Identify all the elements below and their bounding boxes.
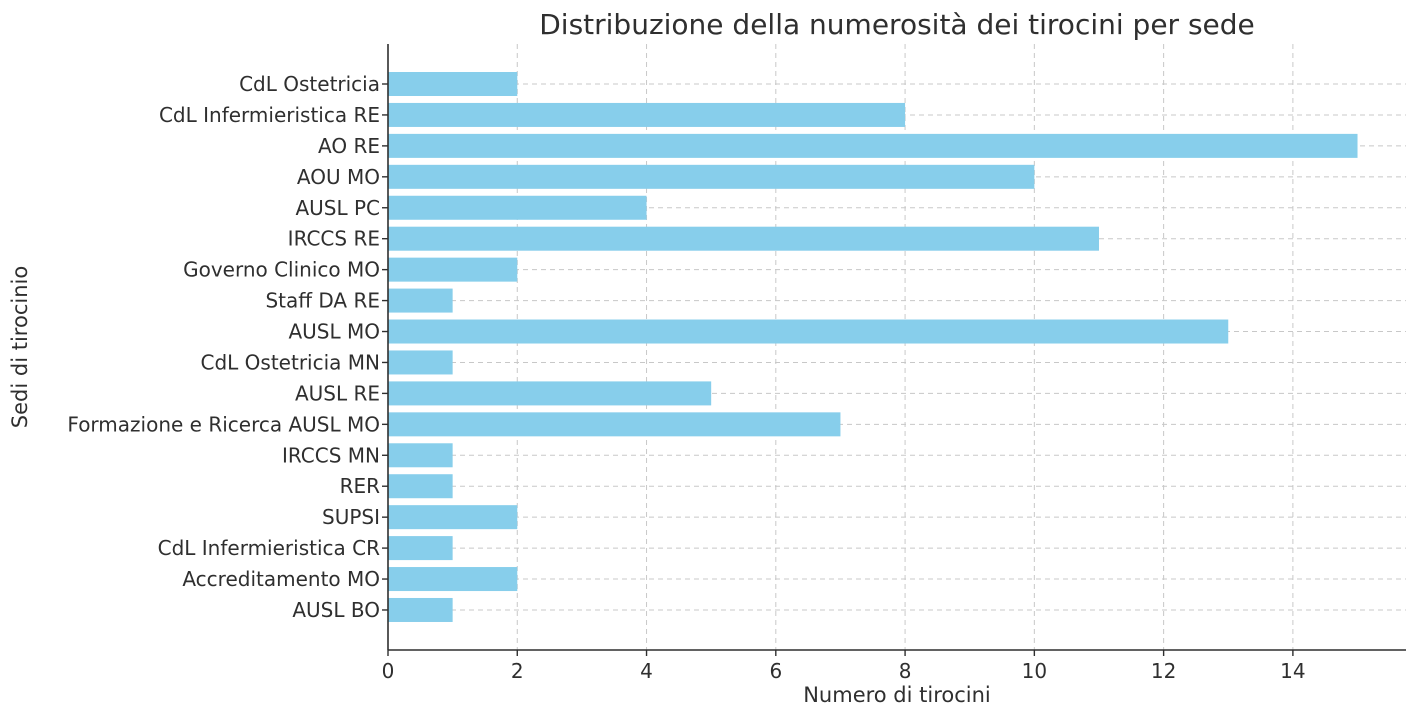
chart-title: Distribuzione della numerosità dei tiroc…	[539, 8, 1255, 41]
x-tick-label: 6	[769, 659, 782, 683]
x-tick-label: 4	[640, 659, 653, 683]
bar	[388, 102, 906, 127]
y-tick-label: CdL Infermieristica CR	[158, 536, 380, 560]
y-tick-label: Staff DA RE	[265, 289, 380, 313]
y-tick-label: CdL Infermieristica RE	[159, 103, 380, 127]
x-tick-label: 12	[1151, 659, 1176, 683]
axes	[387, 44, 1406, 651]
x-axis-title: Numero di tirocini	[803, 683, 991, 707]
y-tick-label: IRCCS MN	[282, 443, 380, 467]
bar	[388, 443, 453, 468]
bar	[388, 412, 841, 437]
y-tick-labels: CdL Ostetricia CdL Infermieristica RE AO R…	[67, 72, 388, 622]
bar	[388, 597, 453, 622]
bar	[388, 72, 518, 96]
bar	[388, 567, 518, 592]
x-tick-label: 10	[1022, 659, 1047, 683]
bar	[388, 226, 1099, 251]
grid-lines	[387, 44, 1406, 650]
bar	[388, 195, 647, 220]
y-tick-label: Governo Clinico MO	[183, 258, 380, 282]
bar	[388, 288, 453, 313]
bar	[388, 536, 453, 561]
bar	[388, 350, 453, 375]
bar	[388, 381, 712, 406]
y-tick-label: CdL Ostetricia	[239, 72, 380, 96]
x-tick-label: 0	[382, 659, 395, 683]
y-tick-label: AUSL BO	[292, 598, 380, 622]
y-tick-label: AUSL MO	[288, 320, 380, 344]
x-tick-label: 2	[511, 659, 524, 683]
bars	[388, 72, 1358, 622]
y-tick-label: SUPSI	[322, 505, 380, 529]
y-tick-label: AO RE	[318, 134, 380, 158]
y-axis-title: Sedi di tirocinio	[8, 266, 32, 428]
y-tick-label: AUSL RE	[295, 381, 380, 405]
bar	[388, 164, 1035, 189]
y-tick-label: Formazione e Ricerca AUSL MO	[67, 412, 380, 436]
y-tick-label: CdL Ostetricia MN	[201, 350, 380, 374]
x-tick-label: 8	[899, 659, 912, 683]
bar	[388, 257, 518, 282]
y-tick-label: RER	[340, 474, 381, 498]
bar	[388, 474, 453, 499]
y-tick-label: AUSL PC	[295, 196, 380, 220]
x-tick-labels: 0 2 4 6 8 10 12 14	[382, 650, 1306, 683]
y-tick-label: Accreditamento MO	[182, 567, 380, 591]
bar	[388, 133, 1358, 158]
y-tick-label: IRCCS RE	[288, 227, 380, 251]
bar	[388, 505, 518, 530]
y-tick-label: AOU MO	[297, 165, 380, 189]
bar	[388, 319, 1229, 344]
x-tick-label: 14	[1280, 659, 1305, 683]
